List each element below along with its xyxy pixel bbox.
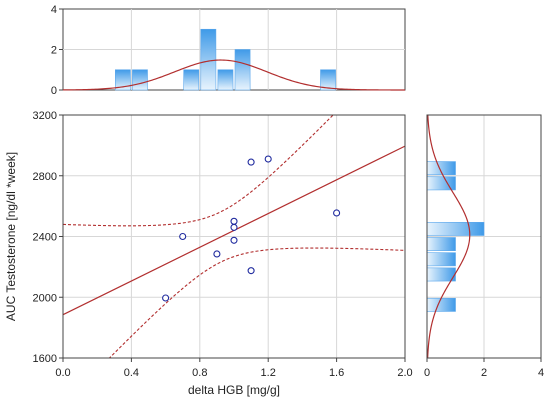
- confidence-band-upper: [63, 115, 334, 227]
- top-histogram: 0 2 4: [51, 4, 406, 97]
- right-histogram-bar: [426, 252, 456, 267]
- top-y-tick-label: 2: [51, 45, 57, 57]
- top-histogram-bar: [320, 69, 336, 91]
- scatter-y-tick-label: 2400: [33, 232, 57, 244]
- confidence-band: [63, 115, 405, 358]
- scatter-x-tick-label: 2.0: [397, 367, 412, 379]
- scatter-y-tick-label: 1600: [33, 353, 57, 365]
- top-y-tick-label: 0: [51, 85, 57, 97]
- right-histogram-grid: [427, 115, 541, 358]
- scatter-x-tick-label: 0.0: [55, 367, 70, 379]
- scatter-points: [162, 155, 341, 302]
- scatter-y-tick-label: 2800: [33, 171, 57, 183]
- scatter-x-ticks: 0.0 0.4 0.8 1.2 1.6 2.0: [55, 358, 413, 379]
- scatter-point: [179, 232, 187, 241]
- top-histogram-bar: [183, 69, 200, 91]
- top-y-tick-label: 4: [51, 4, 57, 16]
- right-histogram-bar: [426, 267, 456, 282]
- scatter-y-tick-label: 2000: [33, 292, 57, 304]
- top-histogram-bar: [234, 49, 251, 91]
- confidence-band-lower: [108, 247, 405, 358]
- scatter-plot: 0.0 0.4 0.8 1.2 1.6 2.0 16002000240028003200 …: [4, 110, 413, 397]
- right-x-tick-label: 2: [481, 367, 487, 379]
- scatter-x-tick-label: 0.4: [124, 367, 139, 379]
- y-axis-label: AUC Testosterone [ng/dl *week]: [4, 152, 18, 321]
- scatter-point: [230, 236, 238, 244]
- right-histogram-bar: [426, 176, 456, 191]
- right-histogram-bar: [426, 237, 456, 251]
- right-histogram-x-ticks: 0 2 4: [424, 358, 544, 379]
- scatter-point: [247, 158, 255, 166]
- top-histogram-bar: [115, 69, 131, 91]
- scatter-point: [230, 223, 238, 231]
- scatter-point: [213, 250, 221, 258]
- top-histogram-bar: [217, 69, 234, 91]
- top-histogram-bar: [132, 69, 148, 91]
- scatter-y-tick-label: 3200: [33, 110, 57, 122]
- right-normal-curve: [427, 114, 471, 359]
- right-histogram-bar: [426, 222, 485, 236]
- x-axis-label: delta HGB [mg/g]: [188, 383, 280, 397]
- right-x-tick-label: 4: [538, 367, 544, 379]
- scatter-x-tick-label: 1.6: [329, 367, 344, 379]
- top-histogram-bar: [200, 28, 217, 91]
- right-histogram: 0 2 4: [424, 114, 544, 379]
- top-histogram-y-ticks: 0 2 4: [51, 4, 63, 97]
- scatter-point: [162, 294, 170, 302]
- scatter-point: [247, 267, 255, 275]
- top-normal-curve: [62, 59, 405, 91]
- top-histogram-grid: [63, 9, 405, 90]
- right-histogram-bar: [426, 297, 456, 312]
- scatter-x-tick-label: 0.8: [192, 367, 207, 379]
- right-x-tick-label: 0: [424, 367, 430, 379]
- scatter-point: [230, 217, 238, 225]
- scatter-y-ticks: 1600 2000 2400 2800 3200: [33, 110, 63, 365]
- scatter-x-tick-label: 1.2: [261, 367, 276, 379]
- scatter-point: [333, 209, 341, 217]
- scatter-point: [264, 155, 272, 163]
